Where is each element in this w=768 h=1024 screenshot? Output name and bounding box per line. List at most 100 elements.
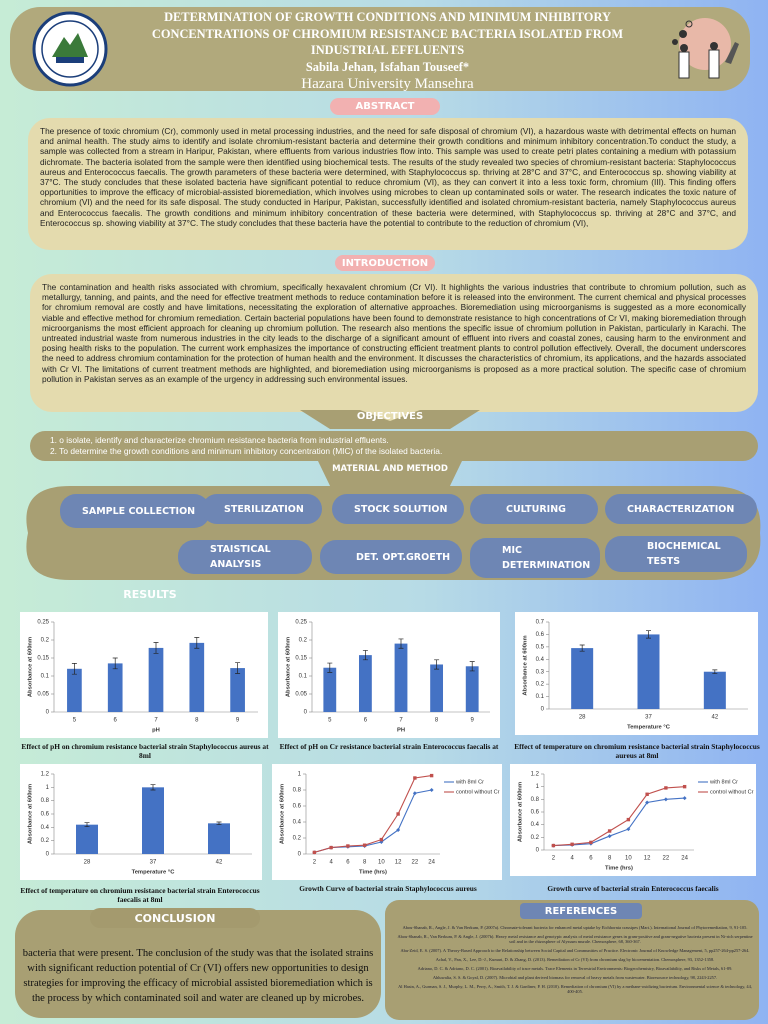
conclusion-text: bacteria that were present. The conclusi… [22, 948, 374, 1004]
y-axis-label: Absorbance at 600nm [28, 637, 34, 697]
y-tick-label: 1.2 [531, 772, 540, 778]
y-tick-label: 0 [541, 707, 545, 713]
series-line [553, 786, 685, 847]
point [329, 845, 333, 850]
y-tick-label: 0.4 [531, 822, 540, 828]
legend-label: with 8ml Cr [709, 779, 738, 785]
bar [142, 787, 164, 854]
point [607, 834, 612, 839]
point [663, 797, 668, 802]
reference: Al Hasin, A., Gurman, S. J., Murphy, L. … [398, 983, 752, 995]
y-tick-label: 0.25 [37, 620, 49, 626]
legend-label: control without Cr [456, 789, 500, 795]
y-tick-label: 0.6 [531, 810, 540, 816]
point [626, 817, 631, 822]
method-heading: MATERIAL AND METHOD [332, 464, 448, 474]
bar [637, 634, 660, 709]
point [396, 812, 400, 816]
y-axis-label: Absorbance at 600nm [518, 782, 524, 842]
chart: 0 0.2 0.4 0.6 0.8 1 1.2 28 37 42 Temperature °C Abs… [20, 764, 262, 880]
abstract-text: The presence of toxic chromium (Cr), com… [40, 126, 736, 228]
x-tick-label: 42 [216, 860, 223, 866]
point [645, 800, 650, 805]
point [645, 792, 649, 796]
y-axis-label: Absorbance at 600nm [286, 637, 292, 697]
x-axis-label: Time (hrs) [359, 870, 387, 876]
error-bar [235, 662, 241, 674]
x-tick-label: 8 [608, 856, 612, 862]
y-tick-label: 0.1 [536, 694, 545, 700]
bar [76, 824, 98, 854]
y-tick-label: 0.2 [299, 638, 308, 644]
header-banner [10, 7, 750, 91]
error-bar [150, 784, 156, 791]
x-axis-label: Time (hrs) [605, 866, 633, 872]
legend-label: with 8ml Cr [455, 779, 484, 785]
x-tick-label: 8 [435, 718, 439, 724]
error-bar [712, 669, 718, 674]
method-step: STERILIZATION [202, 494, 322, 524]
y-tick-label: 0.5 [536, 644, 545, 650]
y-tick-label: 0.1 [299, 674, 308, 680]
x-tick-label: 6 [589, 856, 593, 862]
y-tick-label: 0.6 [536, 632, 545, 638]
x-tick-label: 24 [428, 860, 435, 866]
method-step: MIC DETERMINATION [470, 538, 600, 578]
x-tick-label: 7 [154, 718, 158, 724]
bar [323, 667, 337, 712]
y-tick-label: 0 [298, 852, 302, 858]
chart-caption: Effect of temperature on chromium resist… [514, 742, 760, 760]
y-tick-label: 0.15 [295, 656, 307, 662]
university: Hazara University Mansehra [301, 76, 474, 92]
method-step: SAMPLE COLLECTION [60, 494, 210, 528]
chart-caption: Effect of pH on chromium resistance bact… [21, 742, 269, 760]
title-line: INDUSTRIAL EFFLUENTS [310, 43, 465, 57]
conclusion-box [15, 910, 381, 1018]
bar [189, 642, 205, 712]
reference: Achal, V., Pan, X., Lee, D.-J., Kumari, … [435, 957, 715, 963]
chart-background [272, 764, 502, 880]
science-illustration [672, 18, 739, 79]
introduction-box: The contamination and health risks assoc… [30, 274, 758, 412]
y-tick-label: 0 [46, 852, 50, 858]
point [429, 773, 434, 778]
reference: Ahluwalia, S. S. & Goyal, D. (2007). Mic… [432, 974, 718, 980]
introduction-text: The contamination and health risks assoc… [42, 282, 746, 384]
bar [571, 648, 594, 709]
error-bar [194, 637, 200, 649]
bar [148, 647, 164, 712]
references-list: Abou-Shanab, R., Angle, J. & Van Berkum,… [395, 925, 755, 998]
chart-background [20, 612, 268, 738]
bar [394, 643, 408, 712]
authors: Sabila Jehan, Isfahan Touseef* [305, 59, 470, 74]
point [682, 784, 687, 789]
point [379, 837, 384, 842]
reference: Adriano, D. C. & Adriano, D. C. (2001). … [417, 966, 733, 972]
y-axis-label: Absorbance at 600nm [523, 635, 529, 695]
method-step: STAISTICAL ANALYSIS [178, 540, 312, 574]
x-tick-label: 8 [363, 860, 367, 866]
chart-caption: Effect of temperature on chromium resist… [20, 886, 260, 904]
conclusion-heading: CONCLUSION [90, 908, 260, 928]
point [396, 828, 401, 832]
point [682, 796, 687, 801]
reference: Abou-Shanab, R., Angle, J. & Van Berkum,… [402, 925, 748, 930]
y-tick-label: 0 [46, 710, 50, 716]
error-bar [84, 822, 90, 828]
error-bar [398, 638, 404, 649]
y-tick-label: 0.8 [41, 798, 50, 804]
x-tick-label: 22 [663, 856, 670, 862]
y-tick-label: 0.1 [41, 674, 50, 680]
error-bar [469, 661, 475, 672]
abstract-heading: ABSTRACT [330, 98, 440, 115]
error-bar [71, 663, 77, 675]
x-tick-label: 9 [236, 718, 240, 724]
y-tick-label: 1 [536, 784, 540, 790]
x-tick-label: 8 [195, 718, 199, 724]
chart-caption: Growth curve of bacterial strain Enteroc… [547, 884, 719, 893]
y-tick-label: 0.7 [536, 620, 545, 626]
x-tick-label: 10 [625, 856, 632, 862]
x-tick-label: 12 [395, 860, 402, 866]
x-tick-label: 6 [114, 718, 118, 724]
